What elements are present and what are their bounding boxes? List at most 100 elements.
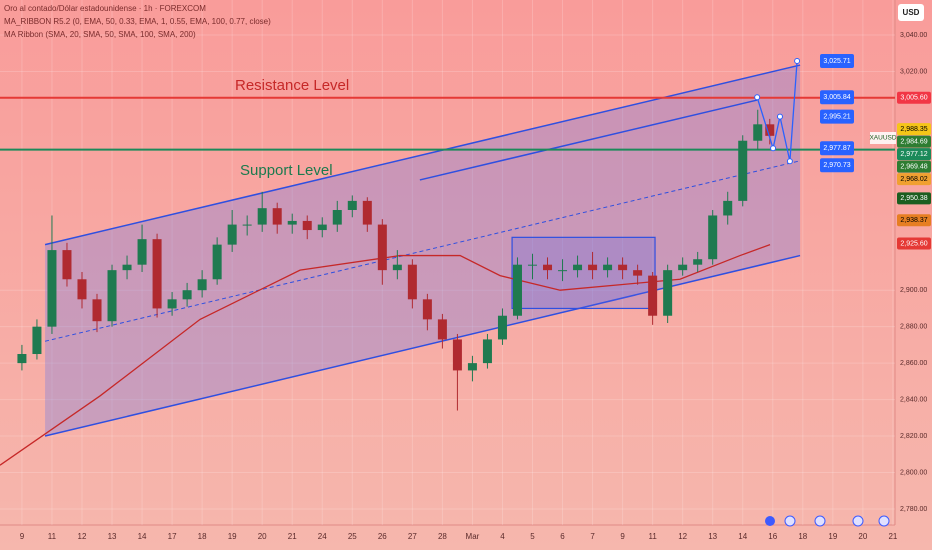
candle-body [467,363,477,371]
candle-body [618,264,628,271]
price-label-box [897,148,931,161]
x-tick-label: 21 [888,532,897,541]
candle-body [663,270,673,316]
candle-body [167,299,177,309]
y-tick-label: 2,840.00 [900,396,927,403]
x-tick-label: Mar [466,532,480,541]
projection-label-box [820,54,854,69]
currency-label: USD [903,8,920,17]
indicator-label: MA Ribbon (SMA, 20, SMA, 50, SMA, 100, S… [4,30,196,39]
price-label: 2,950.38 [900,195,927,202]
candle-body [77,279,87,300]
x-tick-label: 14 [138,532,147,541]
price-label: 2,968.02 [900,176,927,183]
projection-label: 2,970.73 [823,162,850,169]
range-box [511,236,656,310]
candle-body [648,275,658,316]
candle-body [302,220,312,231]
event-icon[interactable] [784,515,796,527]
price-label-box [897,192,931,205]
x-tick-label: 12 [78,532,87,541]
price-label-box [897,237,931,250]
event-icons [765,515,890,527]
candle-body [723,200,733,216]
candle-body [287,220,297,225]
currency-button[interactable] [898,4,924,21]
price-label: 2,938.37 [900,217,927,224]
candle-body [452,339,462,371]
candle-body [422,299,432,320]
projection-label-box [820,90,854,105]
candle-body [62,250,72,280]
projection-label-box [820,141,854,156]
candle-body [512,264,522,316]
y-tick-label: 2,800.00 [900,469,927,476]
candle-body [317,224,327,231]
projection-point [770,145,777,152]
event-icon[interactable] [814,515,826,527]
x-tick-label: 9 [20,532,25,541]
y-tick-label: 3,020.00 [900,68,927,75]
price-label: 2,984.69 [900,138,927,145]
projection-label: 2,977.87 [823,145,850,152]
y-tick-label: 2,860.00 [900,360,927,367]
y-tick-label: 2,880.00 [900,324,927,331]
candle-body [738,140,748,201]
channel-line [44,160,801,342]
x-tick-label: 11 [48,532,57,541]
x-tick-label: 19 [228,532,237,541]
candle-body [437,319,447,340]
candle-body [152,239,162,309]
channel-line [44,64,801,246]
x-tick-label: 12 [678,532,687,541]
projection-point [786,158,793,165]
event-icon[interactable] [878,515,890,527]
price-label: 2,988.35 [900,126,927,133]
candle-body [122,264,132,271]
symbol-tag-label: XAUUSD [869,135,896,142]
price-label-box [897,214,931,227]
y-tick-label: 2,820.00 [900,433,927,440]
x-tick-label: 9 [620,532,625,541]
x-tick-label: 4 [500,532,505,541]
x-tick-label: 20 [858,532,867,541]
annotation: Support Level [240,162,333,179]
x-tick-label: 19 [828,532,837,541]
x-tick-label: 17 [168,532,177,541]
candle-body [753,124,763,141]
candle-body [603,264,613,271]
price-label-box [897,173,931,186]
moving-average [0,244,771,466]
candle-body [347,200,357,210]
candle-body [573,264,583,271]
candle-body [197,279,207,291]
candle-body [137,239,147,265]
x-tick-label: 7 [590,532,595,541]
candle-body [377,224,387,271]
symbol-tag [870,132,896,144]
price-label: 2,969.48 [900,163,927,170]
candle-body [32,326,42,355]
price-label-box [897,123,931,136]
x-tick-label: 27 [408,532,417,541]
candle-body [107,270,117,322]
x-tick-label: 26 [378,532,387,541]
x-tick-label: 11 [648,532,657,541]
projection-point [776,113,783,120]
candle-body [407,264,417,300]
channel-line [44,254,801,437]
candle-body [392,264,402,271]
price-label-box [897,160,931,173]
candle-body [257,208,267,225]
candle-body [227,224,237,245]
x-tick-label: 5 [530,532,535,541]
x-tick-label: 28 [438,532,447,541]
event-icon[interactable] [852,515,864,527]
price-label: 2,925.60 [900,240,927,247]
trend-line [419,99,758,181]
annotation: Resistance Level [235,77,349,94]
event-icon[interactable] [765,516,775,526]
candle-body [482,339,492,364]
projection-label: 3,025.71 [823,58,850,65]
projection-label: 2,995.21 [823,113,850,120]
